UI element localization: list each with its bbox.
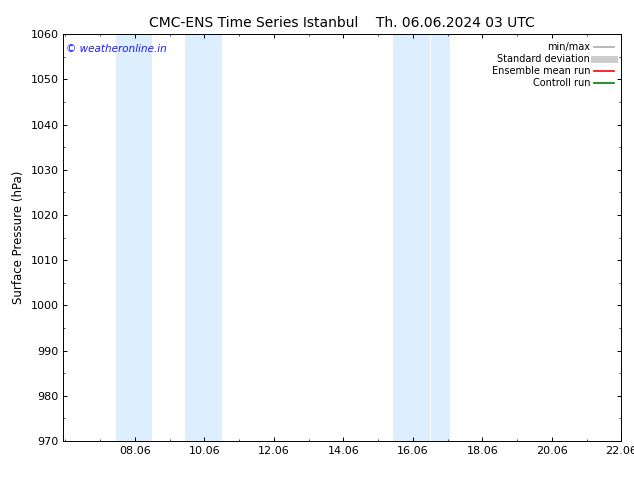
Title: CMC-ENS Time Series Istanbul    Th. 06.06.2024 03 UTC: CMC-ENS Time Series Istanbul Th. 06.06.2… [150,16,535,30]
Y-axis label: Surface Pressure (hPa): Surface Pressure (hPa) [12,171,25,304]
Bar [185,34,222,441]
Text: © weatheronline.in: © weatheronline.in [66,45,167,54]
Bar [431,34,450,441]
Bar [394,34,430,441]
Bar [115,34,152,441]
Legend: min/max, Standard deviation, Ensemble mean run, Controll run: min/max, Standard deviation, Ensemble me… [489,39,616,91]
